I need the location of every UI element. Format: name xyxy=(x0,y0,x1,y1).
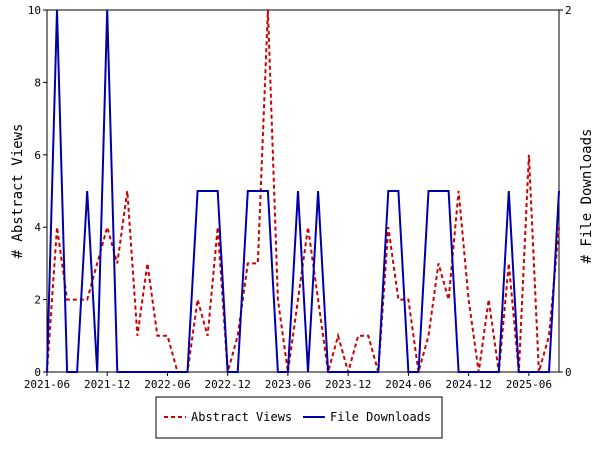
right-axis-label: # File Downloads xyxy=(579,129,595,264)
left-tick-label: 2 xyxy=(34,294,41,307)
x-tick-label: 2024-06 xyxy=(385,378,431,391)
legend: Abstract Views File Downloads xyxy=(155,396,443,439)
series-line-file-downloads xyxy=(46,9,560,373)
x-tick-label: 2023-12 xyxy=(325,378,371,391)
plot-area xyxy=(46,9,560,373)
x-tick-label: 2025-06 xyxy=(506,378,552,391)
left-tick-label: 0 xyxy=(34,366,41,379)
x-tick-label: 2021-12 xyxy=(84,378,130,391)
right-tick-label: 0 xyxy=(565,366,572,379)
x-tick-label: 2021-06 xyxy=(24,378,70,391)
left-tick-label: 10 xyxy=(28,4,41,17)
left-tick-label: 8 xyxy=(34,76,41,89)
legend-label-file-downloads: File Downloads xyxy=(330,410,431,424)
right-tick-label: 2 xyxy=(565,4,572,17)
legend-label-abstract-views: Abstract Views xyxy=(191,410,292,424)
x-tick-label: 2024-12 xyxy=(445,378,491,391)
x-tick-label: 2022-12 xyxy=(205,378,251,391)
left-axis-label: # Abstract Views xyxy=(10,124,26,259)
left-tick-label: 6 xyxy=(34,149,41,162)
left-tick-label: 4 xyxy=(34,221,41,234)
x-tick-label: 2023-06 xyxy=(265,378,311,391)
x-tick-label: 2022-06 xyxy=(144,378,190,391)
legend-box xyxy=(155,396,443,439)
